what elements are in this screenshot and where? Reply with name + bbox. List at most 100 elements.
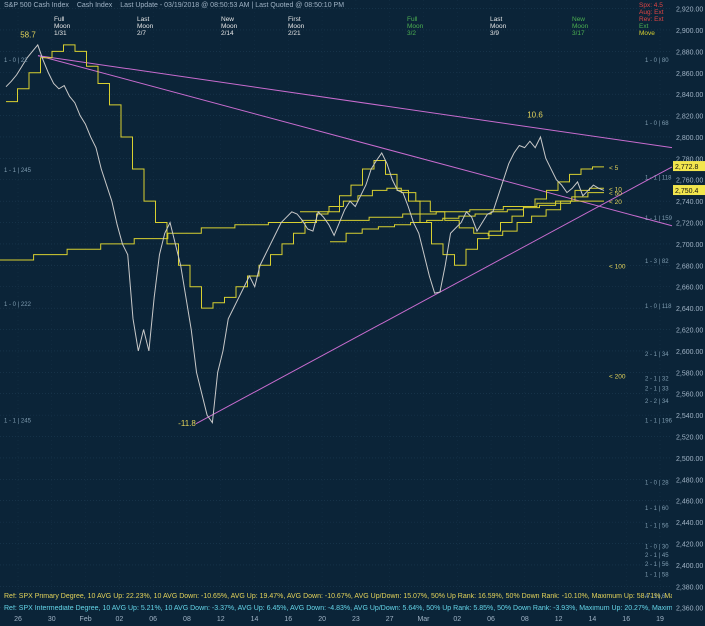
peak-label: 10.6 xyxy=(527,111,543,120)
moon-phase-date: 2/14 xyxy=(221,30,234,37)
y-tick-label: 2,560.00 xyxy=(676,392,703,399)
x-tick-label: 27 xyxy=(386,616,394,623)
moon-phase-word: Moon xyxy=(288,23,305,30)
level-label: 1 - 1 | 118 xyxy=(645,176,672,182)
y-tick-label: 2,620.00 xyxy=(676,328,703,335)
level-label: 1 - 0 | 68 xyxy=(645,121,669,127)
x-tick-label: 02 xyxy=(453,616,461,623)
y-tick-label: 2,420.00 xyxy=(676,542,703,549)
x-tick-label: 02 xyxy=(115,616,123,623)
level-label: 1 - 0 | 28 xyxy=(645,480,669,486)
x-tick-label: 08 xyxy=(183,616,191,623)
x-tick-label: 06 xyxy=(149,616,157,623)
ma-label: < 50 xyxy=(609,191,622,198)
x-tick-label: 30 xyxy=(48,616,56,623)
x-tick-label: 14 xyxy=(251,616,259,623)
price-tag-label: 2,750.4 xyxy=(675,188,698,195)
y-tick-label: 2,380.00 xyxy=(676,584,703,591)
moon-phase-phase: Full xyxy=(407,16,418,23)
moon-phase: Full Moon 3/2 xyxy=(407,16,423,37)
y-tick-label: 2,440.00 xyxy=(676,520,703,527)
moon-phase-phase: First xyxy=(288,16,301,23)
y-tick-label: 2,460.00 xyxy=(676,499,703,506)
price-tag xyxy=(673,185,705,196)
y-tick-label: 2,920.00 xyxy=(676,7,703,14)
peak-labels: 58.7 -11.8 10.6 xyxy=(20,30,543,427)
x-tick-label: Mar xyxy=(417,616,430,623)
y-tick-label: 2,400.00 xyxy=(676,563,703,570)
x-tick-label: 26 xyxy=(14,616,22,623)
y-tick-label: 2,480.00 xyxy=(676,477,703,484)
corner-labels: Spx: 4.5 Aug: Ext Rev: Ext Ext Move xyxy=(639,2,664,37)
moon-phase: Last Moon 2/7 xyxy=(137,16,153,37)
corner-label-b: Aug: Ext xyxy=(639,9,664,16)
trend-lines xyxy=(37,55,673,425)
moon-phase-phase: Full xyxy=(54,16,65,23)
y-tick-label: 2,500.00 xyxy=(676,456,703,463)
moon-phase-phase: New xyxy=(572,16,586,23)
y-tick-label: 2,760.00 xyxy=(676,178,703,185)
footer-primary-stats: Ref: SPX Primary Degree, 10 AVG Up: 22.2… xyxy=(4,593,672,600)
moon-phase: Last Moon 3/9 xyxy=(490,16,506,37)
y-tick-label: 2,900.00 xyxy=(676,28,703,35)
y-tick-label: 2,880.00 xyxy=(676,49,703,56)
moving-average-line xyxy=(6,44,604,309)
price-series xyxy=(5,43,605,424)
level-label: 2 - 1 | 45 xyxy=(645,553,669,559)
level-label: 1 - 0 | 22 xyxy=(4,58,28,64)
moon-phase: New Moon 3/17 xyxy=(572,16,588,37)
level-label: 1 - 1 | 196 xyxy=(645,418,673,424)
level-label: 1 - 1 | 245 xyxy=(4,168,32,174)
y-tick-label: 2,660.00 xyxy=(676,285,703,292)
level-label: 1 - 1 | 56 xyxy=(645,523,669,529)
price-line xyxy=(5,43,605,424)
y-tick-label: 2,360.00 xyxy=(676,606,703,613)
ma-label: < 100 xyxy=(609,263,626,270)
moon-phase-phase: Last xyxy=(490,16,503,23)
moon-phase-date: 1/31 xyxy=(54,30,67,37)
ma-label: < 5 xyxy=(609,165,619,172)
x-tick-label: 16 xyxy=(284,616,292,623)
corner-label-e: Move xyxy=(639,30,655,37)
moon-phase-word: Moon xyxy=(407,23,424,30)
moon-phase: Full Moon 1/31 xyxy=(54,16,70,37)
moving-average-line xyxy=(330,192,604,243)
moon-phase-word: Moon xyxy=(221,23,238,30)
level-label: 2 - 2 | 34 xyxy=(645,399,669,405)
trend-line xyxy=(37,55,673,227)
level-label: 1 - 3 | 82 xyxy=(645,259,669,265)
y-tick-label: 2,740.00 xyxy=(676,199,703,206)
level-label: 2 - 1 | 56 xyxy=(645,562,669,568)
trend-line xyxy=(37,55,673,149)
x-tick-label: Feb xyxy=(80,616,92,623)
y-tick-label: 2,840.00 xyxy=(676,92,703,99)
corner-label-d: Ext xyxy=(639,23,649,30)
moving-averages xyxy=(0,44,604,309)
x-tick-label: 06 xyxy=(487,616,495,623)
moon-phase-date: 2/7 xyxy=(137,30,147,37)
level-label: 2 - 1 | 34 xyxy=(645,352,669,358)
level-label: 4 - 1 | 6 xyxy=(645,594,666,600)
level-label: 1 - 0 | 118 xyxy=(645,304,672,310)
moving-average-line xyxy=(300,187,604,236)
ma-label: < 10 xyxy=(609,186,622,193)
grid xyxy=(0,0,672,612)
moon-phase-date: 2/21 xyxy=(288,30,301,37)
y-tick-label: 2,780.00 xyxy=(676,156,703,163)
ma-label: < 200 xyxy=(609,374,626,381)
x-tick-label: 23 xyxy=(352,616,360,623)
y-tick-label: 2,520.00 xyxy=(676,435,703,442)
x-tick-label: 16 xyxy=(622,616,630,623)
moon-phase: New Moon 2/14 xyxy=(221,16,237,37)
moon-phase-phase: Last xyxy=(137,16,150,23)
moon-phase-date: 3/9 xyxy=(490,30,500,37)
corner-label-a: Spx: 4.5 xyxy=(639,2,663,9)
level-labels: 1 - 0 | 22 1 - 1 | 245 1 - 0 | 222 1 - 1 | … xyxy=(4,58,673,600)
x-axis-labels: 26 30 Feb 02 06 08 12 14 16 20 23 27 Mar 02 06 08 12 14 16… xyxy=(14,616,664,623)
level-label: 1 - 0 | 222 xyxy=(4,302,32,308)
chart-title: S&P 500 Cash Index xyxy=(4,2,69,9)
moon-phase: First Moon 2/21 xyxy=(288,16,304,37)
x-tick-label: 20 xyxy=(318,616,326,623)
y-tick-label: 2,640.00 xyxy=(676,306,703,313)
y-tick-label: 2,800.00 xyxy=(676,135,703,142)
